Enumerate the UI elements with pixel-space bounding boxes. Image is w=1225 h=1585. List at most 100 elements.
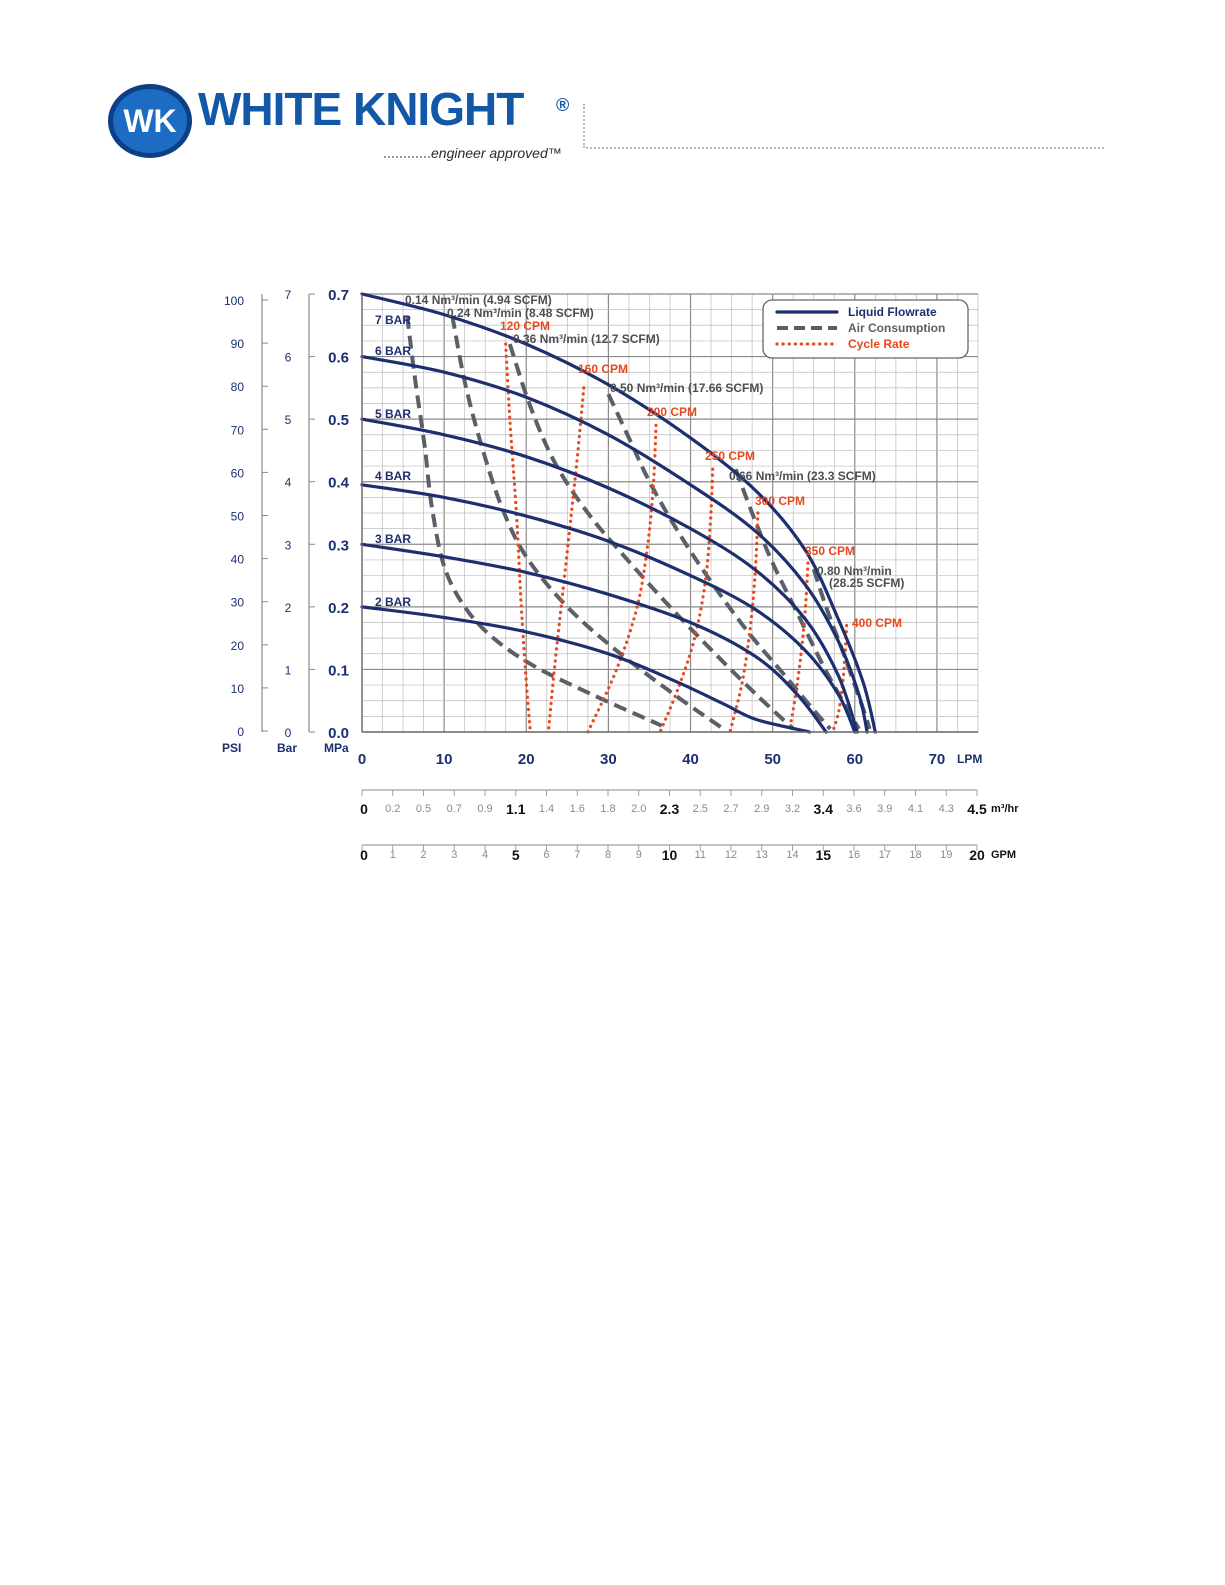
registered-mark: ® xyxy=(556,95,570,115)
mpa-tick-label: 0.7 xyxy=(328,287,349,304)
header-divider-horizontal xyxy=(586,147,1104,149)
chart-legend: Liquid Flowrate Air Consumption Cycle Rate xyxy=(762,299,969,359)
legend-label: Liquid Flowrate xyxy=(848,305,937,319)
m3hr-tick-label: 1.6 xyxy=(570,803,585,815)
pressure-curve-label: 7 BAR xyxy=(375,313,411,327)
m3hr-tick-label: 0.2 xyxy=(385,803,400,815)
cycle-rate-line xyxy=(658,467,715,734)
tagline-dots xyxy=(384,156,430,158)
m3hr-tick-label: 3.6 xyxy=(846,803,861,815)
liquid-flow-line xyxy=(360,355,869,734)
m3hr-tick-label: 3.4 xyxy=(814,801,834,817)
psi-unit-label: PSI xyxy=(222,741,241,755)
air-consumption-line xyxy=(405,315,663,728)
pressure-curve-label: 5 BAR xyxy=(375,407,411,421)
lpm-tick-label: 20 xyxy=(518,751,535,768)
cycle-rate-line xyxy=(546,386,586,734)
air-consumption-label: 0.80 Nm³/min xyxy=(817,564,892,578)
liquid-flow-line xyxy=(360,292,877,734)
psi-tick-label: 100 xyxy=(224,294,244,308)
gpm-tick-label: 4 xyxy=(482,849,488,861)
gpm-tick-label: 18 xyxy=(909,849,921,861)
header-divider-vertical xyxy=(583,104,585,148)
lpm-tick-label: 60 xyxy=(846,751,863,768)
lpm-tick-label: 50 xyxy=(764,751,781,768)
psi-tick-label: 50 xyxy=(231,510,245,524)
gpm-tick-label: 8 xyxy=(605,849,611,861)
pressure-curve-label: 3 BAR xyxy=(375,532,411,546)
gpm-tick-label: 1 xyxy=(390,849,396,861)
psi-tick-label: 80 xyxy=(231,380,245,394)
air-consumption-line xyxy=(450,315,725,731)
bar-tick-label: 6 xyxy=(285,351,292,365)
gpm-tick-label: 12 xyxy=(725,849,737,861)
logo-monogram: WK xyxy=(123,103,176,139)
mpa-tick-label: 0.5 xyxy=(328,412,349,429)
air-consumption-line xyxy=(733,468,861,730)
gpm-tick-label: 15 xyxy=(815,847,831,863)
psi-tick-label: 20 xyxy=(231,639,245,653)
gpm-tick-label: 5 xyxy=(512,847,520,863)
gpm-tick-label: 2 xyxy=(420,849,426,861)
mpa-unit-label: MPa xyxy=(324,741,349,755)
cycle-rate-label: 250 CPM xyxy=(705,449,755,463)
air-consumption-label: 0.36 Nm³/min (12.7 SCFM) xyxy=(513,332,660,346)
cycle-rate-line xyxy=(787,561,810,734)
liquid-flow-line xyxy=(360,417,859,734)
gpm-tick-label: 14 xyxy=(786,849,798,861)
m3hr-tick-label: 1.1 xyxy=(506,801,526,817)
mpa-tick-label: 0.6 xyxy=(328,350,349,367)
m3hr-tick-label: 1.4 xyxy=(539,803,554,815)
gpm-tick-label: 20 xyxy=(969,847,985,863)
psi-tick-label: 10 xyxy=(231,682,245,696)
m3hr-tick-label: 0.7 xyxy=(447,803,462,815)
lpm-tick-label: 30 xyxy=(600,751,617,768)
psi-tick-label: 70 xyxy=(231,423,245,437)
m3hr-tick-label: 2.0 xyxy=(631,803,646,815)
plot-series xyxy=(360,292,877,734)
bar-tick-label: 4 xyxy=(285,476,292,490)
wk-badge-icon: WK xyxy=(108,84,192,158)
psi-tick-label: 30 xyxy=(231,596,245,610)
bar-tick-label: 2 xyxy=(285,601,292,615)
psi-tick-label: 40 xyxy=(231,553,245,567)
gpm-tick-label: 9 xyxy=(636,849,642,861)
pressure-curve-label: 2 BAR xyxy=(375,595,411,609)
lpm-tick-label: 10 xyxy=(436,751,453,768)
air-consumption-label: 0.66 Nm³/min (23.3 SCFM) xyxy=(729,469,876,483)
m3hr-tick-label: 4.3 xyxy=(939,803,954,815)
lpm-tick-label: 0 xyxy=(358,751,366,768)
pressure-curve-label: 6 BAR xyxy=(375,344,411,358)
m3hr-tick-label: 3.2 xyxy=(785,803,800,815)
psi-tick-label: 0 xyxy=(237,725,244,739)
gpm-tick-label: 19 xyxy=(940,849,952,861)
air-consumption-label: 0.24 Nm³/min (8.48 SCFM) xyxy=(447,306,594,320)
lpm-tick-label: 70 xyxy=(929,751,946,768)
cycle-rate-line xyxy=(504,342,532,734)
bar-tick-label: 1 xyxy=(285,663,292,677)
bar-unit-label: Bar xyxy=(277,741,297,755)
cycle-rate-label: 120 CPM xyxy=(500,319,550,333)
m3hr-tick-label: 3.9 xyxy=(877,803,892,815)
psi-tick-label: 60 xyxy=(231,466,245,480)
pressure-curve-label: 4 BAR xyxy=(375,469,411,483)
liquid-flow-line xyxy=(360,542,828,734)
legend-label: Air Consumption xyxy=(848,321,945,335)
cycle-rate-label: 200 CPM xyxy=(647,405,697,419)
brand-name: WHITE KNIGHT xyxy=(198,83,524,135)
gpm-tick-label: 11 xyxy=(695,849,706,861)
bar-tick-label: 5 xyxy=(285,413,292,427)
mpa-tick-label: 0.4 xyxy=(328,475,350,492)
lpm-unit-label: LPM xyxy=(957,752,982,766)
bar-tick-label: 0 xyxy=(285,726,292,740)
air-consumption-label: 0.14 Nm³/min (4.94 SCFM) xyxy=(405,293,552,307)
gpm-tick-label: 17 xyxy=(879,849,891,861)
mpa-tick-label: 0.3 xyxy=(328,537,349,554)
cycle-rate-label: 160 CPM xyxy=(578,362,628,376)
m3hr-tick-label: 2.3 xyxy=(660,801,680,817)
psi-tick-label: 90 xyxy=(231,337,245,351)
bar-tick-label: 3 xyxy=(285,538,292,552)
m3hr-tick-label: 4.1 xyxy=(908,803,923,815)
m3hr-tick-label: 0 xyxy=(360,801,368,817)
m3hr-tick-label: 2.7 xyxy=(723,803,738,815)
